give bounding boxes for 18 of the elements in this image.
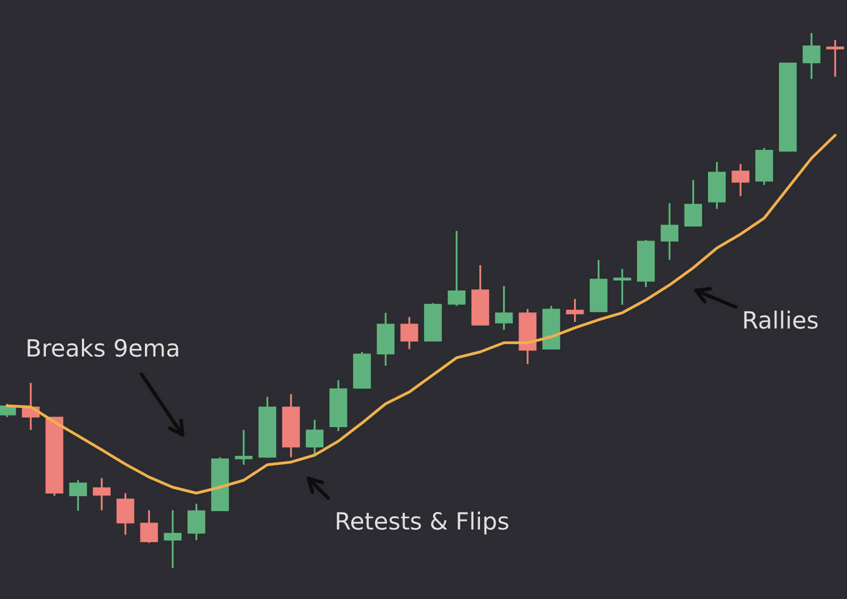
candlestick [495,285,513,331]
annotation: Retests & Flips [336,512,508,534]
candlestick [826,39,844,78]
annotation: Breaks 9ema [28,338,178,357]
annotation: Rallies [744,310,818,329]
candlestick [660,202,678,261]
candlestick [448,230,466,307]
candlestick [802,32,820,80]
candlestick [164,509,182,569]
candlestick [684,179,702,228]
candlestick [613,268,632,306]
candlestick [92,477,111,512]
candlestick [69,479,87,512]
candlestick [732,163,750,198]
candlestick [140,509,158,544]
candlestick [400,316,418,350]
candlestick [566,298,584,323]
candlestick [188,502,206,542]
